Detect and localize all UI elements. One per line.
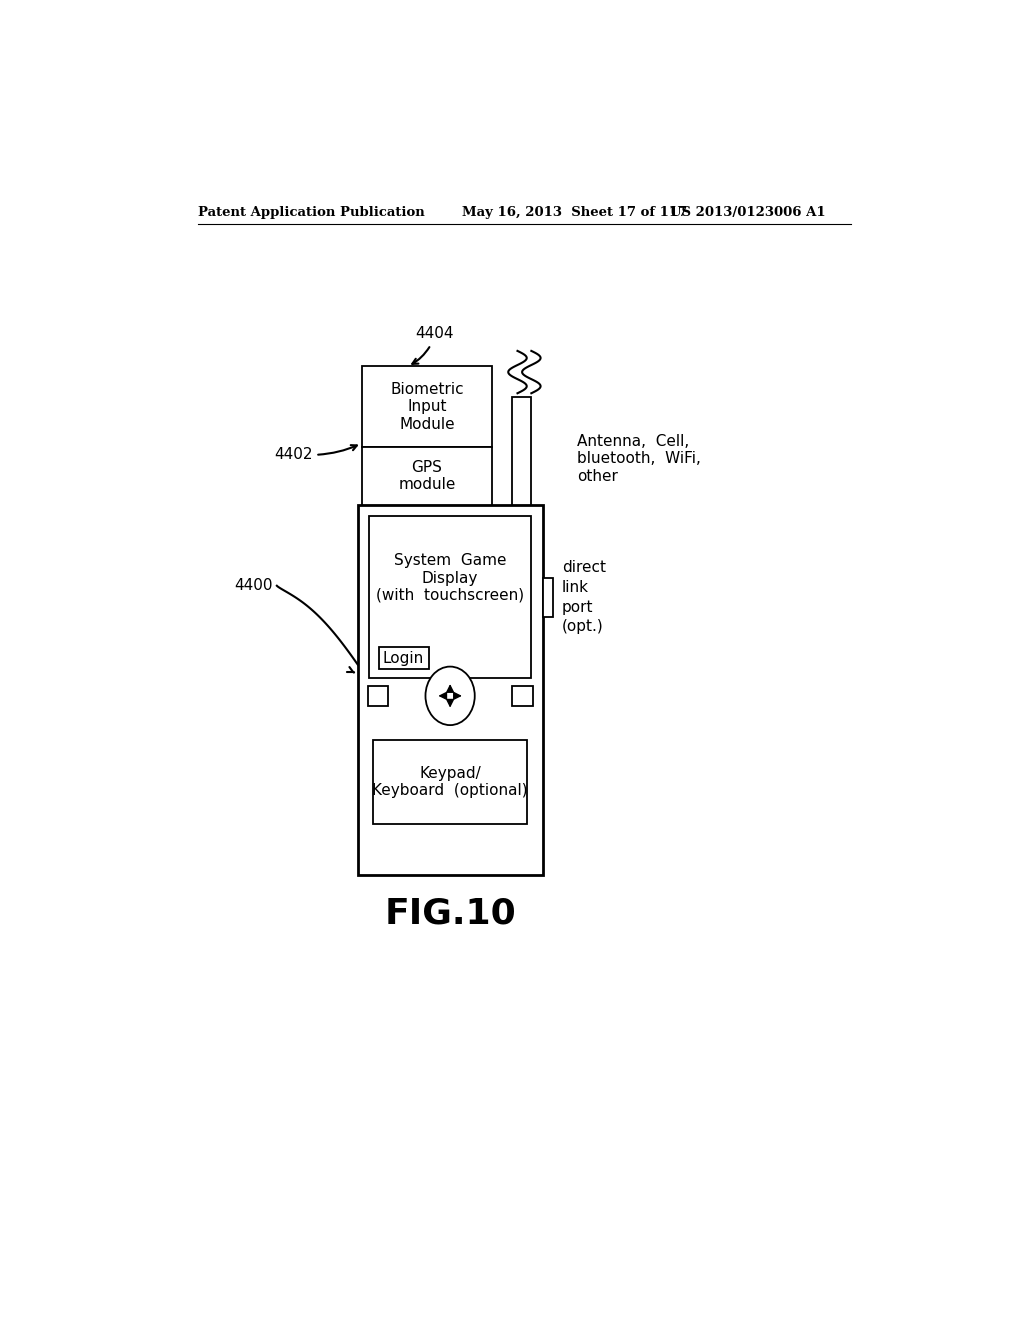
Bar: [370, 516, 531, 678]
Bar: [512, 397, 531, 504]
Bar: [512, 686, 532, 706]
Text: Login: Login: [383, 651, 424, 665]
Text: FIG.10: FIG.10: [384, 896, 516, 931]
Text: direct
link
port
(opt.): direct link port (opt.): [562, 560, 606, 635]
Text: Antenna,  Cell,
bluetooth,  WiFi,
other: Antenna, Cell, bluetooth, WiFi, other: [578, 434, 701, 483]
Ellipse shape: [425, 667, 475, 725]
Text: 4402: 4402: [274, 447, 313, 462]
Bar: [368, 686, 388, 706]
Text: System  Game
Display
(with  touchscreen): System Game Display (with touchscreen): [376, 553, 524, 603]
Text: May 16, 2013  Sheet 17 of 117: May 16, 2013 Sheet 17 of 117: [462, 206, 687, 219]
Text: Biometric
Input
Module: Biometric Input Module: [390, 381, 464, 432]
Bar: [373, 739, 527, 825]
Text: 4400: 4400: [234, 578, 273, 593]
Bar: [361, 447, 493, 506]
Bar: [543, 578, 553, 616]
Bar: [379, 647, 429, 669]
Text: Keypad/
Keyboard  (optional): Keypad/ Keyboard (optional): [373, 766, 528, 799]
Text: GPS
module: GPS module: [398, 459, 456, 492]
Bar: [361, 367, 493, 447]
Text: US 2013/0123006 A1: US 2013/0123006 A1: [670, 206, 825, 219]
Bar: [357, 506, 543, 875]
Text: Patent Application Publication: Patent Application Publication: [199, 206, 425, 219]
Text: 4404: 4404: [416, 326, 454, 342]
